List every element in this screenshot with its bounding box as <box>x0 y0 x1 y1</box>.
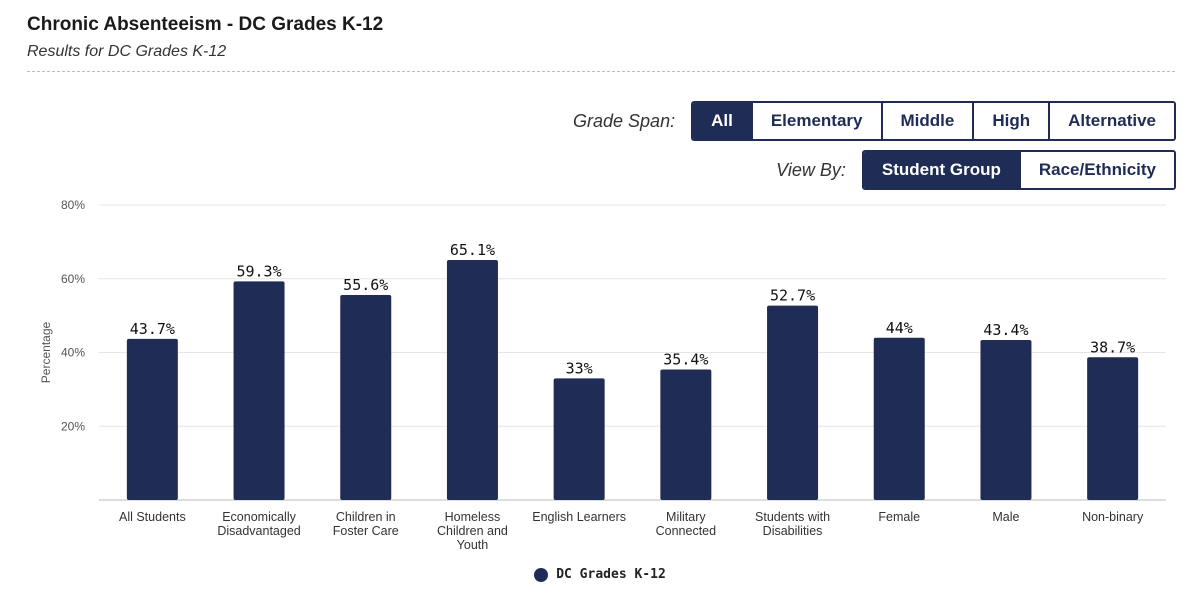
legend-marker <box>534 567 549 582</box>
x-tick-label: Military Connected <box>656 510 717 538</box>
view-by-option-race-ethnicity[interactable]: Race/Ethnicity <box>1018 152 1174 188</box>
bar-chart: Percentage 20% 40% 60% 80% 43.7% 59.3% 55.6% 6… <box>39 198 1166 552</box>
bar-value-label: 35.4% <box>663 350 708 368</box>
x-tick-label: All Students <box>119 510 186 524</box>
bar[interactable] <box>340 294 392 500</box>
grade-span-option-alternative[interactable]: Alternative <box>1048 103 1174 139</box>
grade-span-option-high[interactable]: High <box>972 103 1049 139</box>
x-tick-label: Economically Disadvantaged <box>217 510 300 538</box>
x-tick-label: Students with Disabilities <box>755 510 830 538</box>
view-by-control: View By: Student Group Race/Ethnicity <box>776 150 1176 190</box>
bar-value-label: 59.3% <box>236 262 281 280</box>
bar-value-label: 65.1% <box>450 241 495 259</box>
x-tick-label: Children in Foster Care <box>333 510 399 538</box>
bar-value-label: 43.4% <box>983 321 1028 339</box>
y-axis-title: Percentage <box>39 321 53 383</box>
bar[interactable] <box>446 259 498 500</box>
y-tick-label: 20% <box>61 419 85 433</box>
view-by-option-student-group[interactable]: Student Group <box>863 152 1019 188</box>
grade-span-option-middle[interactable]: Middle <box>880 103 973 139</box>
bar-value-label: 33% <box>566 359 593 377</box>
bar[interactable] <box>660 369 712 500</box>
view-by-label: View By: <box>776 159 846 180</box>
y-tick-label: 80% <box>61 198 85 212</box>
x-tick-label: Male <box>992 510 1019 524</box>
x-tick-label: English Learners <box>532 510 626 524</box>
bar[interactable] <box>1087 357 1139 500</box>
bar-value-label: 44% <box>886 319 913 337</box>
bar[interactable] <box>767 305 819 500</box>
y-axis: Percentage 20% 40% 60% 80% <box>39 198 85 433</box>
page-title: Chronic Absenteeism - DC Grades K-12 <box>27 14 384 35</box>
grade-span-control: Grade Span: All Elementary Middle High A… <box>573 101 1176 141</box>
x-tick-label: Female <box>878 510 920 524</box>
y-tick-label: 40% <box>61 346 85 360</box>
bar[interactable] <box>980 339 1032 500</box>
legend-series-label: DC Grades K-12 <box>556 567 666 582</box>
bar[interactable] <box>126 338 178 500</box>
bar[interactable] <box>233 281 285 500</box>
y-tick-label: 60% <box>61 272 85 286</box>
view-by-segmented-control: Student Group Race/Ethnicity <box>861 150 1176 190</box>
bar[interactable] <box>553 378 605 500</box>
x-tick-label: Non-binary <box>1082 510 1144 524</box>
grade-span-option-all[interactable]: All <box>693 103 751 139</box>
bar-value-label: 43.7% <box>130 320 175 338</box>
grade-span-label: Grade Span: <box>573 110 676 131</box>
bar-value-label: 52.7% <box>770 287 815 305</box>
header-divider <box>27 71 1175 72</box>
value-labels: 43.7% 59.3% 55.6% 65.1% 33% 35.4% 52.7% 44% 43.4… <box>130 241 1135 377</box>
grade-span-option-elementary[interactable]: Elementary <box>750 103 881 139</box>
x-axis: All Students Economically Disadvantaged Chi… <box>119 510 1144 552</box>
x-tick-label: Homeless Children and Youth <box>437 510 508 552</box>
bar[interactable] <box>873 337 925 500</box>
bars <box>126 259 1139 500</box>
bar-value-label: 55.6% <box>343 276 388 294</box>
bar-value-label: 38.7% <box>1090 338 1135 356</box>
chart-header: Chronic Absenteeism - DC Grades K-12 Res… <box>27 12 1175 63</box>
grade-span-segmented-control: All Elementary Middle High Alternative <box>691 101 1176 141</box>
page-subtitle: Results for DC Grades K-12 <box>27 43 227 60</box>
chart-legend[interactable]: DC Grades K-12 <box>0 567 1200 582</box>
